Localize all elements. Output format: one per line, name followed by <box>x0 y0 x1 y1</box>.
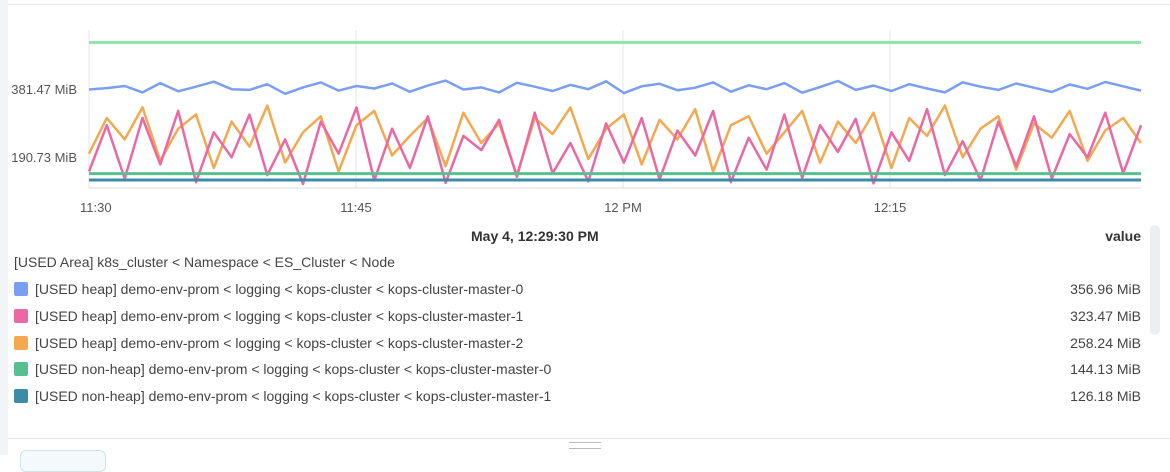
series-color-swatch <box>14 362 28 377</box>
series-color-swatch <box>14 282 28 296</box>
legend-row-label: [USED non-heap] demo-env-prom < logging … <box>35 361 552 378</box>
x-tick-label: 12 PM <box>604 200 642 215</box>
legend-row-value: 144.13 MiB <box>1070 361 1141 378</box>
legend-row-label: [USED heap] demo-env-prom < logging < ko… <box>35 307 524 324</box>
legend-row[interactable]: [USED non-heap] demo-env-prom < logging … <box>14 386 1141 406</box>
legend-value-header: value <box>1105 228 1141 244</box>
x-tick-label: 11:45 <box>340 200 372 215</box>
line-chart[interactable]: 11:30 11:45 12 PM 12:15 190.73 MiB 381.47 MiB <box>0 0 1170 225</box>
bottom-divider <box>8 438 1170 439</box>
legend-timestamp: May 4, 12:29:30 PM <box>471 228 599 244</box>
legend-scrollbar[interactable] <box>1150 225 1160 335</box>
legend-group-label: [USED Area] k8s_cluster < Namespace < ES… <box>14 254 395 270</box>
legend-row[interactable]: [USED non-heap] demo-env-prom < logging … <box>14 359 1141 379</box>
legend-row-label: [USED non-heap] demo-env-prom < logging … <box>35 388 552 405</box>
series-color-swatch <box>14 335 28 350</box>
bottom-button[interactable] <box>20 450 106 472</box>
top-divider <box>8 4 1170 5</box>
series-color-swatch <box>14 389 28 404</box>
legend-row[interactable]: [USED heap] demo-env-prom < logging < ko… <box>14 279 1141 299</box>
legend-row-label: [USED heap] demo-env-prom < logging < ko… <box>35 281 524 297</box>
x-tick-label: 11:30 <box>80 200 112 215</box>
legend-row-value: 258.24 MiB <box>1070 334 1141 351</box>
series-line-2[interactable] <box>87 106 1143 186</box>
legend-row[interactable]: [USED heap] demo-env-prom < logging < ko… <box>14 306 1141 326</box>
y-tick-label: 190.73 MiB <box>11 150 77 165</box>
legend-row-value: 356.96 MiB <box>1070 281 1141 297</box>
series-line-1[interactable] <box>87 104 1143 177</box>
legend-row-label: [USED heap] demo-env-prom < logging < ko… <box>35 334 524 351</box>
x-tick-label: 12:15 <box>874 200 907 215</box>
series-line-3[interactable] <box>88 79 1142 96</box>
legend-row-value: 323.47 MiB <box>1070 307 1141 324</box>
legend-row-value: 126.18 MiB <box>1070 388 1141 405</box>
resize-handle[interactable] <box>569 442 601 449</box>
y-tick-label: 381.47 MiB <box>11 82 77 97</box>
legend-row[interactable]: [USED heap] demo-env-prom < logging < ko… <box>14 333 1141 353</box>
series-color-swatch <box>14 308 28 323</box>
left-panel-edge <box>0 0 8 455</box>
